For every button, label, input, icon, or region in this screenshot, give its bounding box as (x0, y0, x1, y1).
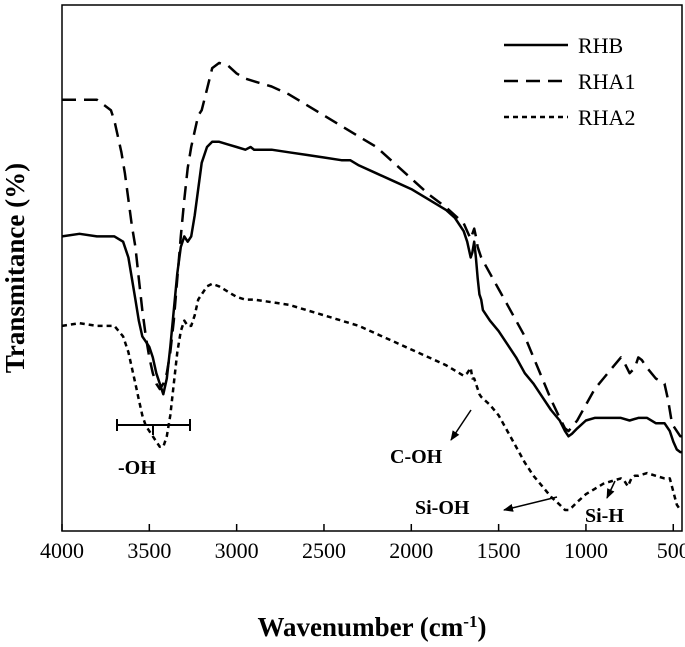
y-axis-title: Transmitance (%) (0, 163, 30, 373)
sih-arrow (606, 480, 616, 499)
x-axis-ticks: 4000 3500 3000 2500 2000 1500 1000 500 (40, 524, 685, 563)
plot-frame (61, 4, 683, 532)
x-tick-label-500: 500 (657, 538, 685, 563)
sioh-arrow (503, 496, 558, 512)
x-tick-label-3000: 3000 (215, 538, 259, 563)
coh-label: C-OH (390, 446, 443, 468)
legend-label-rha1: RHA1 (578, 69, 635, 94)
sioh-annotation: Si-OH (415, 496, 558, 519)
legend: RHB RHA1 RHA2 (504, 33, 635, 130)
oh-annotation: -OH (116, 419, 191, 479)
series-line-rha1 (62, 61, 682, 438)
x-axis-title: Wavenumber (cm-1) (258, 612, 487, 643)
coh-annotation: C-OH (390, 409, 472, 468)
series-line-rhb (61, 140, 682, 454)
sih-label: Si-H (585, 505, 624, 527)
coh-arrow (450, 409, 472, 441)
series-lines (61, 61, 682, 512)
x-tick-label-2500: 2500 (302, 538, 346, 563)
x-tick-label-3500: 3500 (127, 538, 171, 563)
x-tick-label-1500: 1500 (477, 538, 521, 563)
oh-label: -OH (118, 457, 156, 479)
x-tick-label-1000: 1000 (564, 538, 608, 563)
series-line-rha2 (61, 282, 682, 512)
legend-label-rha2: RHA2 (578, 105, 635, 130)
legend-label-rhb: RHB (578, 33, 623, 58)
sih-annotation: Si-H (585, 480, 624, 527)
x-tick-label-4000: 4000 (40, 538, 84, 563)
sioh-label: Si-OH (415, 497, 470, 519)
x-tick-label-2000: 2000 (389, 538, 433, 563)
